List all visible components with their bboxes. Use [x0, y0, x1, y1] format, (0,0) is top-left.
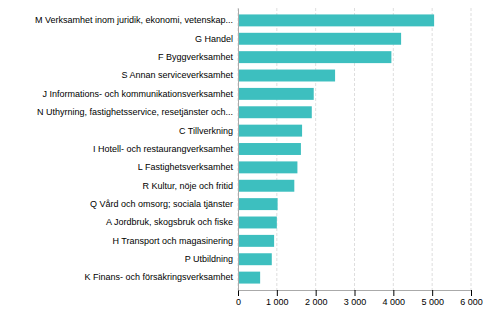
x-tick-label: 3 000 [344, 297, 367, 307]
y-tick-label: C Tillverkning [179, 126, 233, 136]
y-tick-label: R Kultur, nöje och fritid [142, 181, 233, 191]
y-tick: H Transport och magasinering [112, 236, 238, 246]
x-tick-mark [355, 290, 356, 296]
bar [238, 143, 301, 155]
y-tick-label: G Handel [195, 34, 233, 44]
y-tick: F Byggverksamhet [158, 52, 238, 62]
y-tick-label: J Informations- och kommunikationsverksa… [42, 89, 233, 99]
y-tick-label: P Utbildning [185, 254, 233, 264]
bar [238, 253, 272, 265]
x-tick-label: 0 [236, 297, 241, 307]
y-tick: J Informations- och kommunikationsverksa… [42, 89, 238, 99]
y-tick: N Uthyrning, fastighetsservice, resetjän… [37, 107, 238, 117]
y-tick-label: S Annan serviceverksamhet [121, 70, 233, 80]
x-tick-mark [277, 290, 278, 296]
x-tick: 4 000 [383, 290, 406, 307]
y-tick-label: K Finans- och försäkringsverksamhet [84, 272, 233, 282]
x-tick-label: 5 000 [421, 297, 444, 307]
x-tick-mark [316, 290, 317, 296]
y-tick: R Kultur, nöje och fritid [142, 181, 238, 191]
y-tick: G Handel [195, 34, 238, 44]
bar [238, 235, 274, 247]
y-tick: M Verksamhet inom juridik, ekonomi, vete… [35, 15, 238, 25]
y-tick: C Tillverkning [179, 126, 238, 136]
plot: 0 1 000 2 000 3 000 4 000 5 000 6 000 M Verksam… [35, 8, 483, 307]
y-tick: P Utbildning [185, 254, 238, 264]
grid-line [238, 8, 239, 290]
grid-line [315, 8, 316, 290]
y-tick: A Jordbruk, skogsbruk och fiske [106, 217, 238, 227]
x-tick: 1 000 [266, 290, 289, 307]
bar [238, 217, 277, 229]
y-axis: M Verksamhet inom juridik, ekonomi, vete… [35, 9, 239, 291]
grid-line [432, 8, 433, 290]
y-tick-label: A Jordbruk, skogsbruk och fiske [106, 217, 233, 227]
bar [238, 106, 312, 118]
y-tick-label: H Transport och magasinering [112, 236, 233, 246]
grid-line [471, 8, 472, 290]
grid-line [393, 8, 394, 290]
bars [238, 14, 434, 283]
chart: 0 1 000 2 000 3 000 4 000 5 000 6 000 M Verksam… [0, 0, 491, 312]
x-axis: 0 1 000 2 000 3 000 4 000 5 000 6 000 [236, 290, 483, 307]
x-tick-label: 1 000 [266, 297, 289, 307]
bar [238, 70, 335, 82]
x-tick-label: 4 000 [383, 297, 406, 307]
y-tick-label: I Hotell- och restaurangverksamhet [93, 144, 234, 154]
x-tick-mark [471, 290, 472, 296]
y-tick-label: M Verksamhet inom juridik, ekonomi, vete… [35, 15, 233, 25]
y-tick: Q Vård och omsorg; sociala tjänster [90, 199, 238, 209]
y-tick-label: Q Vård och omsorg; sociala tjänster [90, 199, 233, 209]
bar [238, 125, 302, 137]
grid [238, 8, 471, 290]
bar [238, 88, 314, 100]
y-axis-line [238, 9, 239, 291]
x-tick-label: 2 000 [305, 297, 328, 307]
bar [238, 272, 260, 284]
bar [238, 14, 434, 26]
x-tick: 5 000 [421, 290, 444, 307]
y-tick: I Hotell- och restaurangverksamhet [93, 144, 238, 154]
grid-line [354, 8, 355, 290]
y-tick-label: N Uthyrning, fastighetsservice, resetjän… [37, 107, 233, 117]
x-tick-mark [393, 290, 394, 296]
y-tick-label: F Byggverksamhet [158, 52, 234, 62]
x-tick: 2 000 [305, 290, 328, 307]
bar [238, 33, 401, 45]
bar [238, 180, 294, 192]
x-tick: 3 000 [344, 290, 367, 307]
x-tick-mark [238, 290, 239, 296]
bar [238, 161, 297, 173]
y-tick: L Fastighetsverksamhet [138, 162, 238, 172]
x-tick-mark [432, 290, 433, 296]
y-tick-label: L Fastighetsverksamhet [138, 162, 234, 172]
y-tick: S Annan serviceverksamhet [121, 70, 238, 80]
bar [238, 51, 391, 63]
x-tick-label: 6 000 [460, 297, 483, 307]
x-tick: 0 [236, 290, 241, 307]
bar [238, 198, 278, 210]
y-tick: K Finans- och försäkringsverksamhet [84, 272, 238, 282]
x-tick: 6 000 [460, 290, 483, 307]
